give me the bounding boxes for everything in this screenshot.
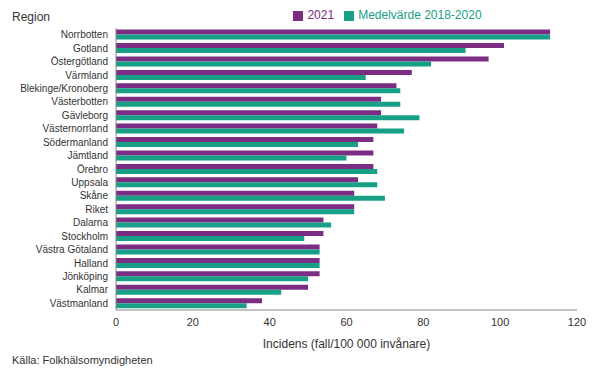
html-text:Källa: Folkhälsomyndigheten: Källa: Folkhälsomyndigheten: [12, 354, 153, 366]
svg-text:Riket: Riket: [85, 204, 108, 215]
svg-text:Södermanland: Södermanland: [43, 137, 108, 148]
svg-text:120: 120: [568, 316, 586, 328]
svg-text:Halland: Halland: [74, 258, 108, 269]
svg-text:Incidens (fall/100 000 invånar: Incidens (fall/100 000 invånare): [263, 337, 430, 351]
svg-text:Norrbotten: Norrbotten: [61, 29, 108, 40]
svg-text:0: 0: [113, 316, 119, 328]
svg-text:Västra Götaland: Västra Götaland: [36, 244, 108, 255]
svg-text:Gotland: Gotland: [73, 43, 108, 54]
svg-text:Gävleborg: Gävleborg: [62, 110, 108, 121]
svg-text:Västmanland: Västmanland: [50, 298, 108, 309]
html-text:Region: Region: [12, 10, 50, 24]
svg-text:Västerbotten: Västerbotten: [51, 96, 108, 107]
svg-text:Östergötland: Östergötland: [51, 56, 108, 67]
svg-text:Örebro: Örebro: [77, 164, 109, 175]
svg-text:Jämtland: Jämtland: [67, 150, 108, 161]
html-text:Medelvärde 2018-2020: Medelvärde 2018-2020: [358, 8, 482, 22]
svg-text:Skåne: Skåne: [80, 190, 109, 201]
svg-text:Jönköping: Jönköping: [62, 271, 108, 282]
svg-text:Uppsala: Uppsala: [71, 177, 108, 188]
html-text:2021: 2021: [307, 8, 335, 22]
svg-text:60: 60: [340, 316, 352, 328]
svg-text:20: 20: [187, 316, 199, 328]
svg-text:40: 40: [264, 316, 276, 328]
svg-text:Västernorrland: Västernorrland: [42, 123, 108, 134]
svg-text:Dalarna: Dalarna: [73, 217, 108, 228]
svg-text:Stockholm: Stockholm: [61, 231, 108, 242]
svg-text:Värmland: Värmland: [65, 70, 108, 81]
svg-text:Kalmar: Kalmar: [76, 284, 108, 295]
svg-text:80: 80: [417, 316, 429, 328]
svg-text:100: 100: [491, 316, 509, 328]
svg-text:Blekinge/Kronoberg: Blekinge/Kronoberg: [20, 83, 108, 94]
